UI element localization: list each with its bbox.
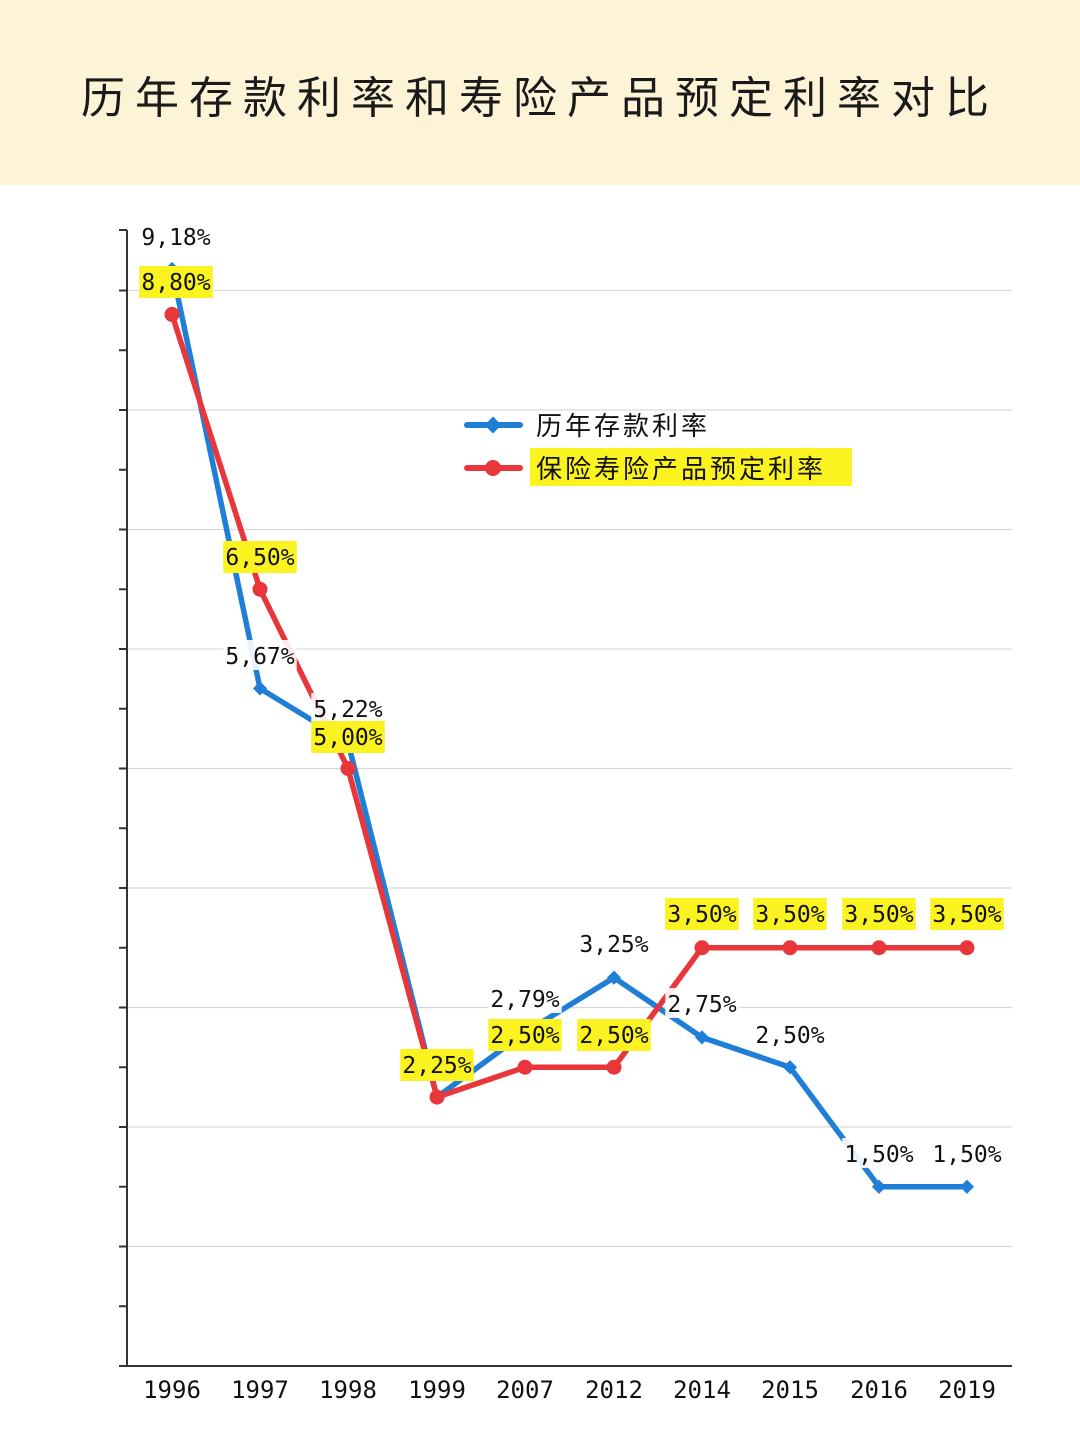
svg-text:2007: 2007: [496, 1376, 554, 1404]
legend: 历年存款利率 保险寿险产品预定利率: [464, 412, 852, 486]
series-insurance-rate: [164, 306, 975, 1105]
svg-text:2,50%: 2,50%: [490, 1023, 559, 1049]
svg-text:2,75%: 2,75%: [667, 992, 736, 1018]
svg-text:2016: 2016: [850, 1376, 908, 1404]
svg-text:3,50%: 3,50%: [932, 902, 1001, 928]
page-title: 历年存款利率和寿险产品预定利率对比: [81, 73, 999, 124]
svg-text:5,67%: 5,67%: [225, 644, 294, 670]
legend-deposit-diamond-icon: [484, 416, 502, 434]
svg-text:3,50%: 3,50%: [667, 902, 736, 928]
svg-text:2,25%: 2,25%: [402, 1053, 471, 1079]
svg-text:2,50%: 2,50%: [579, 1023, 648, 1049]
legend-deposit-label: 历年存款利率: [536, 412, 710, 442]
svg-text:3,25%: 3,25%: [579, 932, 648, 958]
svg-text:2019: 2019: [938, 1376, 996, 1404]
svg-text:1,50%: 1,50%: [844, 1142, 913, 1168]
data-labels: 9,18% 5,67% 5,22% 2,79% 3,25% 2,75% 2,50% 1,50%…: [139, 221, 1004, 1168]
legend-insurance-label: 保险寿险产品预定利率: [536, 455, 826, 485]
legend-insurance-circle-icon: [485, 460, 501, 476]
svg-text:2015: 2015: [761, 1376, 819, 1404]
svg-text:3,50%: 3,50%: [755, 902, 824, 928]
line-chart: 9,18% 5,67% 5,22% 2,79% 3,25% 2,75% 2,50% 1,50%…: [119, 221, 1012, 1404]
svg-text:8,80%: 8,80%: [141, 270, 210, 296]
svg-text:2012: 2012: [585, 1376, 643, 1404]
svg-text:1,50%: 1,50%: [932, 1142, 1001, 1168]
svg-text:2014: 2014: [673, 1376, 731, 1404]
axes: [119, 229, 1012, 1367]
series-deposit-rate: [164, 261, 975, 1194]
svg-text:5,22%: 5,22%: [313, 697, 382, 723]
x-axis-labels: 1996 1997 1998 1999 2007 2012 2014 2015 2016 2019: [143, 1376, 996, 1404]
svg-text:9,18%: 9,18%: [141, 225, 210, 251]
title-banner: 历年存款利率和寿险产品预定利率对比: [0, 0, 1080, 185]
svg-text:1999: 1999: [408, 1376, 466, 1404]
svg-text:1998: 1998: [319, 1376, 377, 1404]
svg-text:1997: 1997: [231, 1376, 289, 1404]
svg-text:2,50%: 2,50%: [755, 1023, 824, 1049]
svg-text:2,79%: 2,79%: [490, 987, 559, 1013]
legend-highlight: [530, 448, 852, 486]
svg-text:6,50%: 6,50%: [225, 545, 294, 571]
svg-text:3,50%: 3,50%: [844, 902, 913, 928]
svg-text:1996: 1996: [143, 1376, 201, 1404]
svg-text:5,00%: 5,00%: [313, 725, 382, 751]
